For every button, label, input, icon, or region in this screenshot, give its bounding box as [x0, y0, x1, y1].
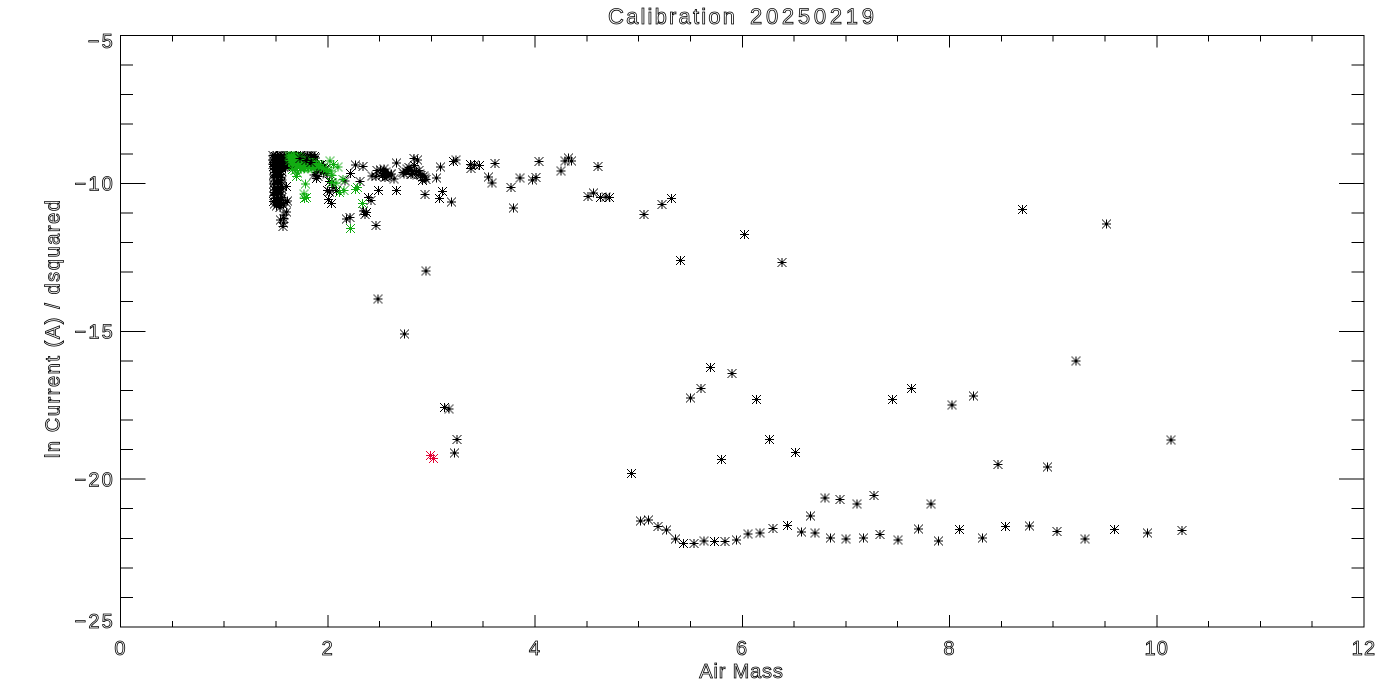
svg-text:6: 6 — [736, 638, 748, 660]
svg-text:2: 2 — [322, 638, 334, 660]
svg-text:12: 12 — [1352, 638, 1377, 660]
svg-text:−15: −15 — [74, 322, 115, 344]
svg-text:10: 10 — [1144, 638, 1169, 660]
svg-text:−20: −20 — [74, 469, 115, 491]
svg-text:−10: −10 — [74, 174, 115, 196]
svg-text:Air Mass: Air Mass — [699, 661, 783, 683]
svg-text:Calibration: Calibration — [608, 4, 737, 29]
svg-text:0: 0 — [114, 638, 126, 660]
svg-text:20250219: 20250219 — [750, 4, 878, 29]
svg-text:−25: −25 — [74, 611, 115, 633]
svg-text:ln Current (A) / dsquared: ln Current (A) / dsquared — [43, 198, 65, 458]
svg-text:4: 4 — [529, 638, 541, 660]
svg-text:8: 8 — [943, 638, 955, 660]
svg-text:−5: −5 — [88, 31, 115, 53]
